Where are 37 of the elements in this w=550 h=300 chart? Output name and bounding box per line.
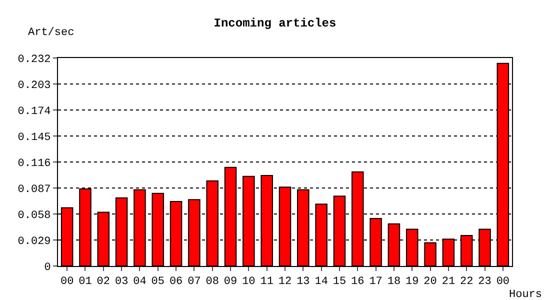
x-tick-label: 23 bbox=[478, 276, 492, 288]
y-tick-label: 0.058 bbox=[18, 210, 51, 222]
x-tick-label: 16 bbox=[351, 276, 364, 288]
x-tick-label: 04 bbox=[133, 276, 147, 288]
x-tick-label: 11 bbox=[260, 276, 274, 288]
y-tick-label: 0.087 bbox=[18, 184, 51, 196]
x-tick-label: 21 bbox=[442, 276, 456, 288]
x-tick-label: 06 bbox=[169, 276, 183, 288]
x-tick-label: 10 bbox=[242, 276, 256, 288]
x-axis-title: Hours bbox=[509, 289, 542, 300]
y-axis-title: Art/sec bbox=[28, 27, 74, 39]
x-tick-label: 07 bbox=[188, 276, 201, 288]
x-tick-label: 15 bbox=[332, 276, 346, 288]
y-tick-label: 0.029 bbox=[18, 236, 51, 248]
x-tick-label: 14 bbox=[314, 276, 328, 288]
x-tick-label: 12 bbox=[278, 276, 292, 288]
x-tick-label: 02 bbox=[96, 276, 110, 288]
y-tick-label: 0.174 bbox=[18, 106, 52, 118]
y-tick-label: 0.145 bbox=[18, 132, 51, 144]
y-tick-label: 0.203 bbox=[18, 80, 51, 92]
x-tick-label: 03 bbox=[114, 276, 128, 288]
x-tick-label: 13 bbox=[296, 276, 310, 288]
x-tick-label: 19 bbox=[406, 276, 419, 288]
x-tick-label: 18 bbox=[387, 276, 401, 288]
x-tick-label: 08 bbox=[206, 276, 219, 288]
x-tick-label: 17 bbox=[369, 276, 382, 288]
x-tick-label: 00 bbox=[496, 276, 510, 288]
x-tick-label: 22 bbox=[460, 276, 474, 288]
x-tick-label: 20 bbox=[424, 276, 437, 288]
x-tick-label: 09 bbox=[224, 276, 238, 288]
y-tick-label: 0.232 bbox=[18, 54, 51, 66]
x-tick-label: 05 bbox=[151, 276, 164, 288]
y-tick-label: 0 bbox=[44, 262, 51, 274]
chart-title: Incoming articles bbox=[214, 16, 336, 30]
x-tick-label: 01 bbox=[78, 276, 92, 288]
y-tick-label: 0.116 bbox=[18, 158, 51, 170]
x-tick-label: 00 bbox=[60, 276, 74, 288]
